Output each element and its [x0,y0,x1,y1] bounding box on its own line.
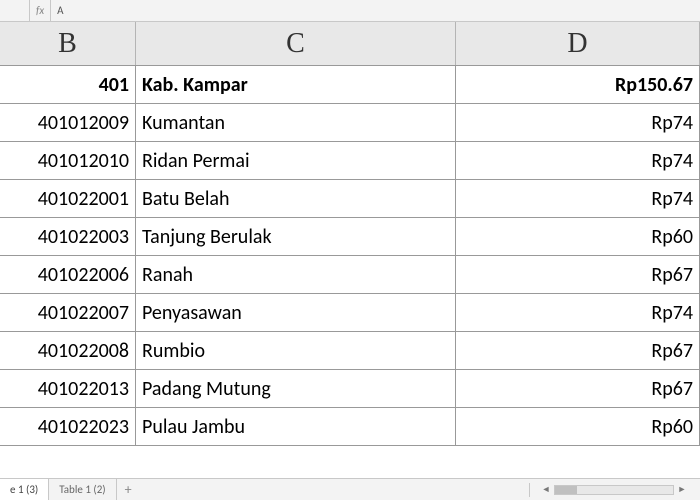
cell[interactable]: Rp67 [456,332,700,369]
horizontal-scrollbar[interactable] [554,485,674,495]
add-sheet-button[interactable]: + [117,481,140,498]
table-row: 401022007PenyasawanRp74 [0,294,700,332]
cell[interactable]: 401022006 [0,256,136,293]
sheet-tabs-bar: e 1 (3)Table 1 (2) + ◄ ► [0,478,700,500]
table-row: 401012009KumantanRp74 [0,104,700,142]
cell[interactable]: Rp60 [456,218,700,255]
col-header-c[interactable]: C [136,22,456,65]
cell[interactable]: Rp74 [456,294,700,331]
cell[interactable]: Rp150.67 [456,66,700,103]
cell[interactable]: 401012010 [0,142,136,179]
cell[interactable]: 401012009 [0,104,136,141]
table-row: 401022003Tanjung BerulakRp60 [0,218,700,256]
cell[interactable]: Rp74 [456,104,700,141]
cell[interactable]: 401022007 [0,294,136,331]
scroll-thumb[interactable] [555,486,577,494]
cell[interactable]: 401022013 [0,370,136,407]
cell[interactable]: Rp74 [456,180,700,217]
cell[interactable]: 401022008 [0,332,136,369]
table-row: 401Kab. KamparRp150.67 [0,66,700,104]
name-box[interactable] [0,0,30,21]
scroll-right-icon[interactable]: ► [676,484,688,496]
col-header-b[interactable]: B [0,22,136,65]
table-row: 401022008RumbioRp67 [0,332,700,370]
cell[interactable]: Batu Belah [136,180,456,217]
cell[interactable]: Padang Mutung [136,370,456,407]
cell[interactable]: 401022003 [0,218,136,255]
cell[interactable]: Rp67 [456,256,700,293]
cell[interactable]: Pulau Jambu [136,408,456,445]
cell[interactable]: Tanjung Berulak [136,218,456,255]
cell[interactable]: Rp67 [456,370,700,407]
data-rows: 401Kab. KamparRp150.67401012009KumantanR… [0,66,700,446]
cell[interactable]: 401 [0,66,136,103]
column-headers: B C D [0,22,700,66]
sheet-tab[interactable]: e 1 (3) [0,479,49,500]
cell[interactable]: Rumbio [136,332,456,369]
cell[interactable]: 401022001 [0,180,136,217]
table-row: 401022013Padang MutungRp67 [0,370,700,408]
table-row: 401022001Batu BelahRp74 [0,180,700,218]
cell[interactable]: Kab. Kampar [136,66,456,103]
scroll-left-icon[interactable]: ◄ [540,484,552,496]
cell[interactable]: Kumantan [136,104,456,141]
table-row: 401012010Ridan PermaiRp74 [0,142,700,180]
cell[interactable]: Penyasawan [136,294,456,331]
table-row: 401022023Pulau JambuRp60 [0,408,700,446]
cell[interactable]: Rp74 [456,142,700,179]
cell[interactable]: Ranah [136,256,456,293]
scroll-separator [529,483,530,497]
fx-label[interactable]: fx [30,0,51,21]
cell[interactable]: Ridan Permai [136,142,456,179]
spreadsheet-grid: B C D 401Kab. KamparRp150.67401012009Kum… [0,22,700,462]
horizontal-scroll-area: ◄ ► [140,483,700,497]
plus-icon: + [125,481,132,498]
formula-input[interactable]: A [51,0,700,21]
formula-bar: fx A [0,0,700,22]
cell[interactable]: 401022023 [0,408,136,445]
sheet-tab[interactable]: Table 1 (2) [49,479,116,500]
cell[interactable]: Rp60 [456,408,700,445]
table-row: 401022006RanahRp67 [0,256,700,294]
col-header-d[interactable]: D [456,22,700,65]
